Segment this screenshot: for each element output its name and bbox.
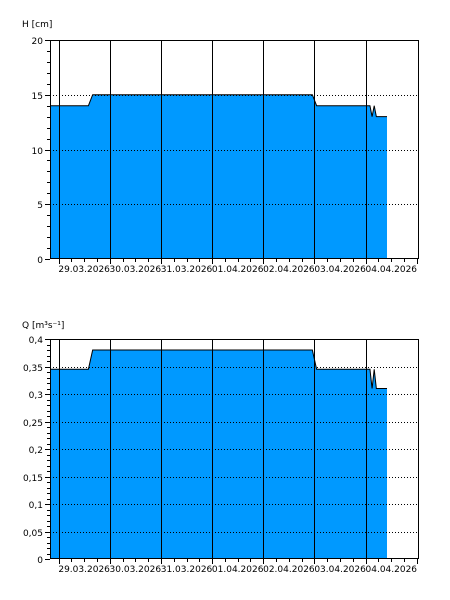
y-tick-label: 0 [37, 256, 43, 266]
y-tick-label: 5 [37, 201, 43, 211]
x-tick-label: 30.03.2026 [110, 565, 162, 575]
x-tick-label: 03.04.2026 [314, 565, 366, 575]
x-tick-label: 31.03.2026 [161, 265, 213, 275]
y-tick-label: 0 [37, 556, 43, 566]
x-tick-label: 02.04.2026 [263, 265, 315, 275]
y-tick-label: 0,4 [29, 336, 44, 346]
y-tick-label: 20 [32, 37, 44, 47]
x-tick-label: 01.04.2026 [212, 265, 264, 275]
series-area [50, 94, 388, 259]
series-line [50, 94, 388, 118]
series-line [50, 349, 388, 389]
x-tick-label: 04.04.2026 [366, 565, 418, 575]
x-tick-label: 29.03.2026 [58, 265, 110, 275]
x-tick-label: 03.04.2026 [314, 265, 366, 275]
y-tick-label: 0,1 [29, 501, 43, 511]
y-tick-label: 15 [32, 92, 43, 102]
y-axis-label: Q [m³s⁻¹] [22, 321, 64, 331]
y-tick-label: 0,05 [23, 529, 43, 539]
y-tick-label: 0,15 [23, 474, 43, 484]
y-tick-label: 10 [32, 147, 44, 157]
y-axis-label: H [cm] [22, 20, 52, 30]
y-tick-label: 0,3 [29, 391, 43, 401]
plot-frame [50, 339, 419, 559]
discharge-chart: 00,050,10,150,20,250,30,350,429.03.2026 3… [22, 321, 419, 575]
series-area [50, 350, 388, 559]
y-tick-label: 0,2 [29, 446, 43, 456]
x-tick-label: 30.03.2026 [110, 265, 162, 275]
x-tick-label: 01.04.2026 [212, 565, 264, 575]
y-tick-label: 0,35 [23, 364, 43, 374]
x-tick-label: 29.03.2026 [58, 565, 110, 575]
y-tick-label: 0,25 [23, 419, 43, 429]
x-tick-label: 31.03.2026 [161, 565, 213, 575]
water-level-chart: 0 5 10 15 20 29.03.2026 30.03.2026 31.03.2026 01… [22, 20, 419, 275]
x-tick-label: 02.04.2026 [263, 565, 315, 575]
x-tick-label: 04.04.2026 [366, 265, 418, 275]
plot-frame [50, 40, 419, 259]
